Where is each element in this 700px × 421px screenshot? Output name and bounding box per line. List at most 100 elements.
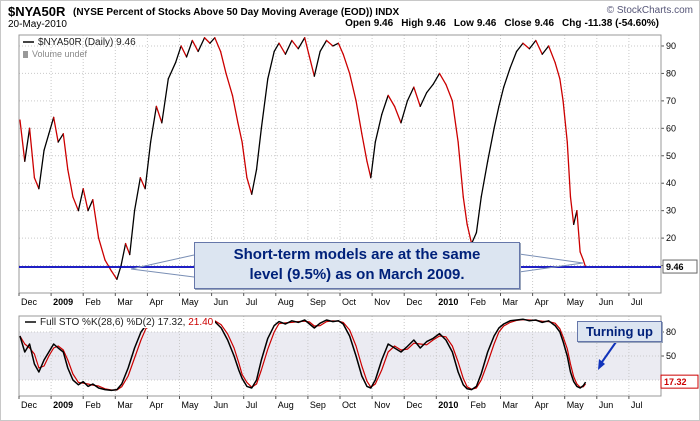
- main-chart-legend: $NYA50R (Daily) 9.46: [23, 37, 136, 48]
- price-line-segment: [304, 37, 311, 58]
- price-line-segment: [445, 83, 454, 102]
- x-axis-label: May: [567, 400, 585, 410]
- price-line-segment: [493, 105, 500, 129]
- price-line-segment: [225, 72, 234, 97]
- price-line-segment: [219, 50, 227, 75]
- chart-title-description: (NYSE Percent of Stocks Above 50 Day Mov…: [73, 7, 400, 18]
- y-axis-label: 50: [666, 151, 676, 161]
- close-label: Close: [504, 18, 532, 29]
- x-axis-label: May: [182, 400, 200, 410]
- volume-legend: Volume undef: [23, 49, 87, 59]
- price-line-segment: [67, 168, 74, 198]
- price-line-segment: [466, 223, 473, 245]
- price-line-segment: [209, 37, 216, 44]
- y-axis-label: 90: [666, 41, 676, 51]
- turning-up-arrowhead: [598, 359, 605, 370]
- x-axis-label: Jun: [214, 297, 229, 307]
- price-line-segment: [470, 231, 478, 245]
- price-line-segment: [374, 113, 383, 143]
- price-line-segment: [180, 45, 188, 58]
- high-label: High: [401, 18, 424, 29]
- price-line-segment: [251, 168, 258, 195]
- price-line-segment: [387, 94, 396, 108]
- y-axis-label: 60: [666, 123, 676, 133]
- x-axis-label: Dec: [406, 297, 423, 307]
- price-line-segment: [28, 127, 36, 179]
- y-axis-label: 40: [666, 178, 676, 188]
- close-value: 9.46: [534, 18, 555, 29]
- main-legend-label: $NYA50R (Daily) 9.46: [38, 37, 136, 48]
- price-line-segment: [297, 37, 306, 50]
- x-axis-label: Nov: [374, 297, 391, 307]
- stoch-k-value: 17.32,: [157, 317, 186, 328]
- symbol-title: $NYA50R: [8, 4, 66, 19]
- x-axis-label: Dec: [406, 400, 423, 410]
- price-line-segment: [370, 141, 376, 179]
- x-axis-label: Dec: [21, 400, 38, 410]
- price-line-segment: [43, 133, 50, 151]
- price-line-segment: [278, 42, 287, 55]
- price-line-segment: [541, 45, 550, 55]
- turning-up-arrow: [601, 341, 617, 363]
- price-line-segment: [562, 100, 568, 143]
- price-line-segment: [231, 94, 239, 124]
- price-line-segment: [554, 61, 561, 80]
- price-line-segment: [569, 196, 575, 226]
- price-line-segment: [475, 196, 482, 234]
- stoch-last-value-label: 17.32: [664, 377, 687, 387]
- y-axis-label: 50: [666, 351, 676, 361]
- price-line-segment: [191, 39, 199, 53]
- high-value: 9.46: [426, 18, 446, 29]
- x-axis-label: Oct: [342, 400, 357, 410]
- callout-line: [511, 252, 584, 264]
- stoch-line-legend-icon: [25, 321, 36, 324]
- price-last-value-box: [662, 259, 698, 274]
- x-axis-label: Aug: [278, 400, 294, 410]
- price-line-segment: [77, 188, 84, 212]
- price-line-segment: [579, 251, 584, 261]
- price-line-segment: [104, 259, 113, 272]
- annotation-text-line1: Short-term models are at the same: [233, 246, 481, 263]
- price-line-segment: [110, 270, 118, 280]
- price-line-segment: [33, 177, 40, 190]
- price-line-segment: [237, 122, 243, 143]
- price-line-segment: [548, 45, 556, 64]
- price-line-segment: [92, 199, 100, 239]
- price-line-segment: [515, 42, 524, 53]
- price-line-segment: [413, 86, 421, 108]
- stoch-d-value: 21.40: [188, 317, 214, 328]
- price-line-segment: [355, 100, 363, 135]
- price-line-segment: [167, 61, 177, 80]
- price-line-segment: [38, 149, 45, 190]
- price-line-legend-icon: [23, 41, 34, 44]
- stoch-last-value-box: [660, 374, 699, 389]
- y-axis-label: 80: [666, 68, 676, 78]
- price-line-segment: [480, 160, 489, 198]
- quote-date: 20-May-2010: [8, 19, 67, 30]
- price-line-segment: [214, 37, 222, 53]
- x-axis-label: Jul: [246, 400, 258, 410]
- price-line-segment: [426, 83, 434, 94]
- chg-value: -11.38 (-54.60%): [584, 18, 660, 29]
- price-line-segment: [498, 86, 505, 108]
- y-axis-label: 30: [666, 206, 676, 216]
- price-line-segment: [509, 50, 518, 69]
- price-line-segment: [120, 242, 127, 267]
- price-line-segment: [19, 119, 26, 162]
- price-line-segment: [576, 210, 581, 253]
- price-line-segment: [185, 39, 193, 58]
- x-axis-label: Sep: [310, 297, 326, 307]
- x-axis-label: 2010: [438, 297, 458, 307]
- price-line-segment: [24, 127, 31, 162]
- price-line-segment: [406, 86, 415, 102]
- price-line-segment: [62, 133, 69, 171]
- price-line-segment: [487, 127, 495, 162]
- callout-line: [511, 262, 584, 274]
- price-line-segment: [246, 177, 253, 195]
- x-axis-label: Jul: [246, 297, 258, 307]
- price-line-segment: [291, 39, 299, 50]
- y-axis-label: 20: [666, 233, 676, 243]
- x-axis-label: Sep: [310, 400, 326, 410]
